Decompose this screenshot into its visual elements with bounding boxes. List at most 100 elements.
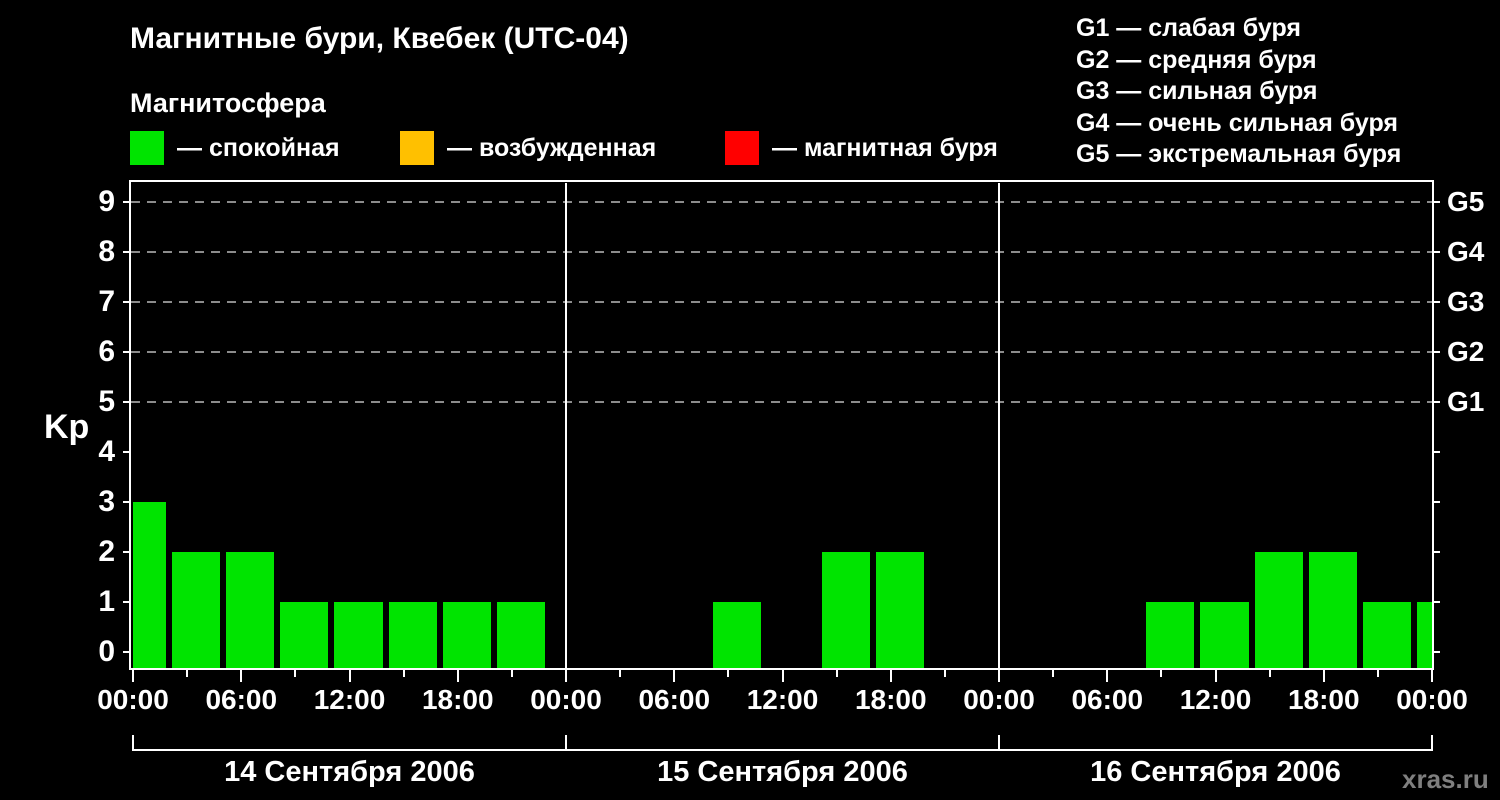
kp-bar [280,602,329,668]
x-tick-label: 12:00 [746,684,819,715]
panel-separator [565,183,567,668]
kp-bar [172,552,221,668]
quiet-swatch-icon [130,131,164,165]
chart-title: Магнитные бури, Квебек (UTC-04) [130,22,629,55]
legend-label-excited: — возбужденная [447,133,657,162]
g-scale-label-g4: G4 [1447,236,1485,267]
kp-bar [1254,552,1303,668]
day-bracket [132,735,567,751]
y-tick-label: 1 [98,585,115,618]
x-tick [240,670,243,682]
x-tick [294,670,297,677]
day-label: 14 Сентября 2006 [224,756,475,788]
y-tick-right [1432,251,1440,253]
y-tick-left [123,651,131,653]
storm-swatch-icon [725,131,759,165]
kp-bar [1146,602,1195,668]
y-tick-label: 5 [98,385,115,418]
legend-item-excited: — возбужденная [400,131,656,165]
x-tick-label: 06:00 [205,684,278,715]
x-tick [1052,670,1055,677]
y-tick-right [1432,601,1440,603]
storm-scale-line-g2: G2 — средняя буря [1076,45,1317,74]
kp-bar [1362,602,1411,668]
x-tick [1214,670,1217,682]
x-tick [673,670,676,682]
g-scale-label-g3: G3 [1447,286,1485,317]
y-tick-label: 6 [98,335,115,368]
y-tick-label: 7 [98,285,115,318]
y-tick-right [1432,201,1440,203]
y-tick-right [1432,351,1440,353]
kp-bar [875,552,924,668]
grid-line-kp8 [131,251,1432,253]
kp-bar [226,552,275,668]
y-tick-right [1432,401,1440,403]
y-tick-left [123,401,131,403]
storm-scale-line-g1: G1 — слабая буря [1076,14,1302,42]
kp-bar [496,602,545,668]
x-tick-label: 00:00 [1396,684,1468,715]
x-tick-label: 06:00 [638,684,711,715]
kp-bar-partial [1416,602,1432,668]
x-tick [1431,670,1433,682]
grid-line-kp6 [131,351,1432,353]
x-tick-label: 18:00 [1287,684,1360,715]
storm-scale-legend: G1 — слабая буря G2 — средняя буря G3 — … [1076,13,1401,171]
g-scale-label-g2: G2 [1447,336,1485,367]
y-tick-right [1432,501,1440,503]
x-tick [943,670,946,677]
x-tick [1376,670,1379,677]
y-tick-left [123,201,131,203]
storm-scale-line-g5: G5 — экстремальная буря [1076,140,1402,169]
day-label: 15 Сентября 2006 [657,756,908,788]
legend-label-storm: — магнитная буря [772,133,998,162]
y-tick-right [1432,651,1440,653]
y-tick-label: 3 [98,485,115,518]
x-tick [781,670,784,682]
x-tick-label: 18:00 [854,684,927,715]
legend-item-storm: — магнитная буря [725,131,998,165]
grid-line-kp7 [131,301,1432,303]
day-bracket [565,735,1000,751]
excited-swatch-icon [400,131,434,165]
g-scale-label-g5: G5 [1447,186,1485,217]
y-tick-label: 8 [98,235,115,268]
x-tick [619,670,622,677]
y-tick-right [1432,451,1440,453]
y-tick-label: 9 [98,185,115,218]
y-tick-left [123,551,131,553]
y-tick-label: 2 [98,535,115,568]
x-tick [132,670,134,682]
y-tick-left [123,301,131,303]
x-tick [835,670,838,677]
magnetosphere-label: Магнитосфера [130,88,326,118]
grid-line-kp5 [131,401,1432,403]
y-tick-right [1432,301,1440,303]
y-tick-left [123,251,131,253]
storm-scale-line-g4: G4 — очень сильная буря [1076,108,1398,137]
x-tick-label: 12:00 [313,684,386,715]
x-tick [727,670,730,677]
y-tick-left [123,501,131,503]
x-tick-label: 06:00 [1071,684,1144,715]
x-tick-label: 18:00 [421,684,494,715]
g-scale-label-g1: G1 [1447,386,1485,417]
kp-bar [1308,552,1357,668]
x-tick [889,670,892,682]
day-bracket [998,735,1433,751]
y-tick-label: 0 [98,635,115,668]
day-label: 16 Сентября 2006 [1090,756,1341,788]
x-tick [1268,670,1271,677]
storm-scale-line-g3: G3 — сильная буря [1076,77,1318,106]
panel-separator [998,183,1000,668]
kp-bar [821,552,870,668]
x-tick [998,670,1000,682]
watermark: xras.ru [1402,764,1489,794]
x-tick-label: 00:00 [97,684,169,715]
kp-axis-label: Kp [44,408,90,446]
x-tick [348,670,351,682]
kp-bar [442,602,491,668]
x-tick [565,670,567,682]
